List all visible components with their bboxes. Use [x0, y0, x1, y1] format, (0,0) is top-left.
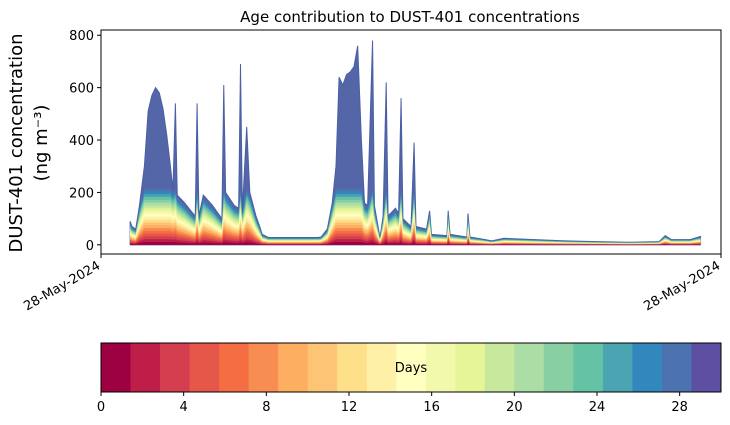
colorbar-segment — [661, 343, 692, 392]
y-tick-label: 600 — [69, 82, 94, 97]
y-axis-label-line1: DUST-401 concentration — [6, 33, 27, 252]
y-tick-label: 400 — [69, 134, 94, 149]
colorbar-segment — [278, 343, 309, 392]
age-band-area — [130, 219, 701, 245]
colorbar-segment — [632, 343, 663, 392]
colorbar-tick-label: 28 — [671, 400, 688, 415]
colorbar-segment — [691, 343, 722, 392]
colorbar-segment — [160, 343, 191, 392]
colorbar-tick-label: 12 — [341, 400, 358, 415]
colorbar-segment — [189, 343, 220, 392]
age-band-area — [130, 239, 701, 245]
age-band-area — [130, 213, 701, 245]
x-tick-label: 28-May-2024 — [641, 258, 723, 314]
chart-title: Age contribution to DUST-401 concentrati… — [240, 8, 580, 26]
age-band-area — [130, 236, 701, 245]
colorbar-tick-label: 24 — [589, 400, 606, 415]
colorbar-segment — [425, 343, 456, 392]
age-band-area — [130, 208, 701, 245]
colorbar-segment — [101, 343, 132, 392]
colorbar-label: Days — [395, 361, 428, 376]
age-band-area — [130, 205, 701, 245]
y-axis-label-line2: (ng m⁻³) — [31, 105, 52, 182]
colorbar-segment — [514, 343, 545, 392]
colorbar-segment — [455, 343, 486, 392]
colorbar-segment — [307, 343, 338, 392]
age-band-area — [130, 227, 701, 245]
colorbar-tick-label: 0 — [97, 400, 105, 415]
colorbar-segment — [573, 343, 604, 392]
y-tick-label: 0 — [86, 239, 94, 254]
y-tick-label: 200 — [69, 186, 94, 201]
age-band-area — [130, 216, 701, 245]
colorbar-segment — [396, 343, 427, 392]
colorbar: 0 4 8 12 16 20 24 28 — [97, 342, 722, 415]
colorbar-frame — [100, 342, 722, 393]
colorbar-segment — [602, 343, 633, 392]
age-band-area — [130, 211, 701, 245]
colorbar-tick-label: 8 — [262, 400, 270, 415]
plot-area — [129, 40, 702, 246]
colorbar-segment — [130, 343, 161, 392]
colorbar-tick-label: 20 — [506, 400, 523, 415]
age-band-area — [130, 225, 701, 245]
age-band-area — [130, 233, 701, 245]
colorbar-segment — [337, 343, 368, 392]
colorbar-tick-label: 4 — [180, 400, 188, 415]
age-band-area — [130, 222, 701, 245]
x-axis: 28-May-2024 28-May-2024 — [21, 254, 723, 314]
age-band-area — [130, 242, 701, 245]
colorbar-tick-label: 16 — [423, 400, 440, 415]
colorbar-segment — [219, 343, 250, 392]
plot-frame — [100, 29, 722, 255]
x-tick-label: 28-May-2024 — [21, 258, 103, 314]
colorbar-segment — [543, 343, 574, 392]
colorbar-segment — [248, 343, 279, 392]
y-axis: 0 200 400 600 800 — [69, 29, 101, 254]
colorbar-segment — [484, 343, 515, 392]
colorbar-segment — [366, 343, 397, 392]
y-tick-label: 800 — [69, 29, 94, 44]
age-band-area — [130, 230, 701, 245]
